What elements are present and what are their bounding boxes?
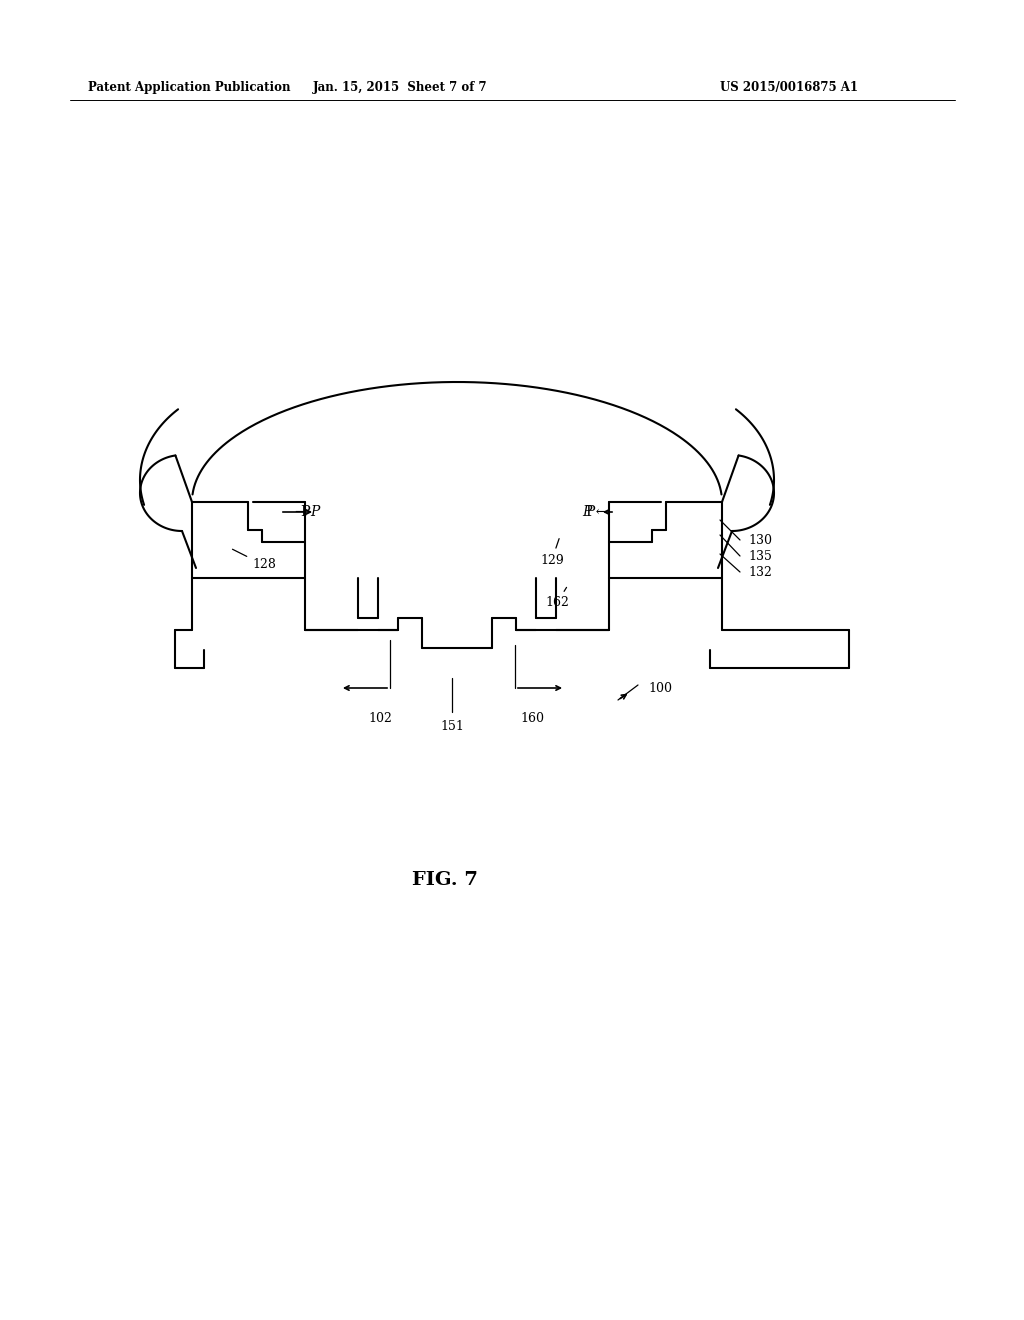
Text: 160: 160 <box>520 711 544 725</box>
Text: 102: 102 <box>368 711 392 725</box>
Text: 135: 135 <box>748 549 772 562</box>
Text: 130: 130 <box>748 533 772 546</box>
Text: 132: 132 <box>748 565 772 578</box>
Text: → P: → P <box>295 506 321 519</box>
Text: 151: 151 <box>440 719 464 733</box>
Text: 100: 100 <box>648 681 672 694</box>
Text: P: P <box>586 506 595 519</box>
Text: P ←: P ← <box>583 506 608 519</box>
Text: P: P <box>300 506 309 519</box>
Text: Jan. 15, 2015  Sheet 7 of 7: Jan. 15, 2015 Sheet 7 of 7 <box>312 82 487 95</box>
Text: FIG. 7: FIG. 7 <box>412 871 478 888</box>
Text: 128: 128 <box>232 549 275 572</box>
Text: US 2015/0016875 A1: US 2015/0016875 A1 <box>720 82 858 95</box>
Text: 129: 129 <box>540 539 564 566</box>
Text: Patent Application Publication: Patent Application Publication <box>88 82 291 95</box>
Text: 162: 162 <box>545 587 569 610</box>
